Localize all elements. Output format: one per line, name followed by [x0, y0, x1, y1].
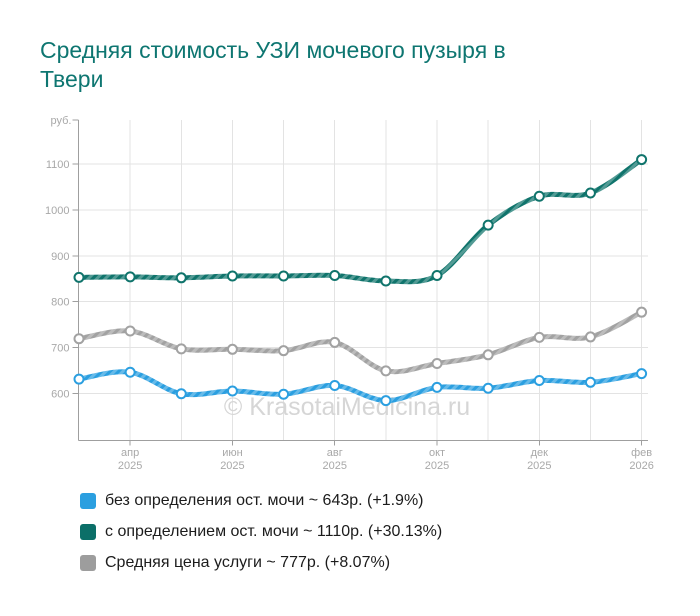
- legend-item-without-residual[interactable]: без определения ост. мочи ~ 643р. (+1.9%…: [80, 493, 442, 509]
- chart-legend: без определения ост. мочи ~ 643р. (+1.9%…: [80, 493, 442, 571]
- data-point[interactable]: [636, 306, 648, 318]
- data-point[interactable]: [533, 190, 545, 202]
- data-point[interactable]: [278, 388, 290, 400]
- data-point[interactable]: [584, 187, 596, 199]
- legend-label: Средняя цена услуги ~ 777р. (+8.07%): [105, 554, 391, 571]
- data-point[interactable]: [329, 380, 341, 392]
- data-point[interactable]: [636, 368, 648, 380]
- x-tick-label: июн 2025: [220, 447, 244, 472]
- data-point[interactable]: [124, 325, 136, 337]
- x-tick-label: апр 2025: [118, 447, 142, 472]
- watermark: © KrasotaiMedicina.ru: [224, 393, 470, 421]
- x-tick-label: авг 2025: [322, 447, 346, 472]
- data-point[interactable]: [124, 366, 136, 378]
- x-tick-label: дек 2025: [527, 447, 551, 472]
- data-point[interactable]: [431, 381, 443, 393]
- legend-label: без определения ост. мочи ~ 643р. (+1.9%…: [105, 492, 424, 509]
- y-tick-label: 900: [51, 251, 69, 263]
- x-tick-label: фев 2026: [629, 447, 653, 472]
- x-tick-label: окт 2025: [425, 447, 449, 472]
- data-point[interactable]: [482, 219, 494, 231]
- legend-swatch-teal: [80, 524, 96, 540]
- data-point[interactable]: [175, 343, 187, 355]
- y-tick-label: 700: [51, 342, 69, 354]
- legend-item-with-residual[interactable]: с определением ост. мочи ~ 1110р. (+30.1…: [80, 524, 442, 540]
- data-point[interactable]: [175, 272, 187, 284]
- data-point[interactable]: [482, 349, 494, 361]
- data-point[interactable]: [73, 333, 85, 345]
- data-point[interactable]: [380, 365, 392, 377]
- data-point[interactable]: [482, 382, 494, 394]
- data-point[interactable]: [278, 270, 290, 282]
- data-point[interactable]: [533, 331, 545, 343]
- data-point[interactable]: [636, 154, 648, 166]
- data-point[interactable]: [226, 385, 238, 397]
- data-point[interactable]: [380, 275, 392, 287]
- legend-label: с определением ост. мочи ~ 1110р. (+30.1…: [105, 523, 443, 540]
- data-point[interactable]: [431, 270, 443, 282]
- chart-title: Средняя стоимость УЗИ мочевого пузыря в …: [40, 37, 506, 92]
- y-tick-label: 1000: [45, 205, 69, 217]
- data-point[interactable]: [73, 271, 85, 283]
- legend-swatch-gray: [80, 555, 96, 571]
- series-line-2: [76, 309, 645, 375]
- data-point[interactable]: [124, 271, 136, 283]
- legend-swatch-blue: [80, 493, 96, 509]
- y-tick-label: 600: [51, 388, 69, 400]
- data-point[interactable]: [431, 358, 443, 370]
- data-point[interactable]: [380, 395, 392, 407]
- data-point[interactable]: [329, 336, 341, 348]
- y-tick-label: 1100: [46, 159, 70, 171]
- data-point[interactable]: [226, 343, 238, 355]
- series-line-1: [76, 157, 645, 285]
- data-point[interactable]: [226, 270, 238, 282]
- data-point[interactable]: [584, 376, 596, 388]
- data-point[interactable]: [175, 388, 187, 400]
- data-point[interactable]: [584, 331, 596, 343]
- y-tick-label: 800: [51, 297, 69, 309]
- y-axis-unit-label: руб.: [51, 115, 72, 127]
- data-point[interactable]: [278, 345, 290, 357]
- data-point[interactable]: [533, 374, 545, 386]
- data-point[interactable]: [329, 270, 341, 282]
- data-point[interactable]: [73, 373, 85, 385]
- legend-item-average-price[interactable]: Средняя цена услуги ~ 777р. (+8.07%): [80, 555, 442, 571]
